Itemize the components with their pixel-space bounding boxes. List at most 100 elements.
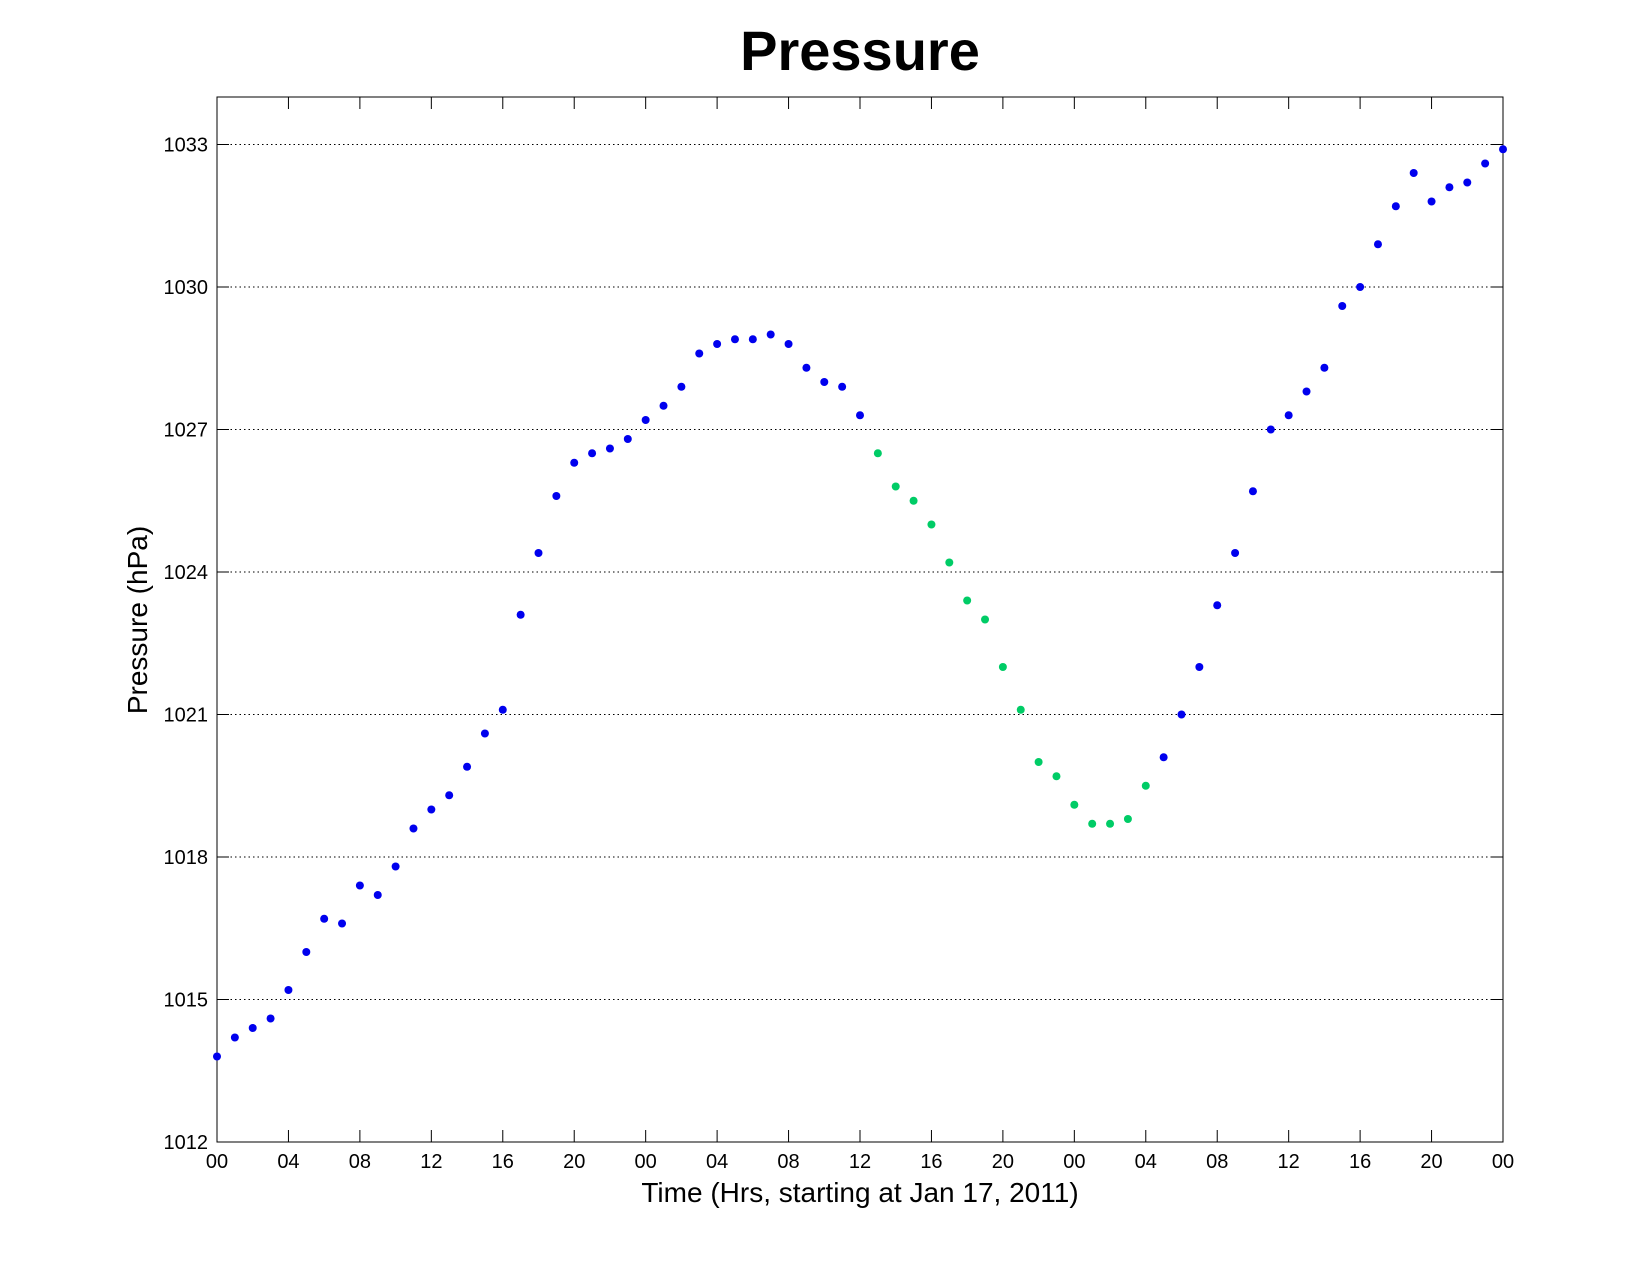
x-tick-label: 00	[206, 1151, 228, 1173]
y-tick-label: 1015	[164, 990, 209, 1012]
data-point	[1123, 815, 1132, 823]
x-tick-label: 08	[349, 1151, 371, 1173]
data-point	[552, 492, 561, 500]
data-point	[338, 919, 347, 928]
data-point	[302, 948, 311, 956]
data-point	[588, 449, 597, 458]
data-point	[1016, 705, 1025, 714]
data-point	[695, 349, 704, 358]
data-point	[1213, 601, 1222, 610]
data-point	[873, 449, 882, 458]
y-tick-label: 1030	[164, 277, 209, 299]
chart-title: Pressure	[740, 19, 980, 82]
data-point	[1302, 387, 1311, 396]
x-tick-label: 04	[1135, 1151, 1157, 1173]
data-point	[320, 914, 329, 923]
data-point	[1338, 302, 1347, 310]
y-tick-label: 1027	[164, 420, 209, 442]
data-point	[355, 881, 364, 890]
data-point	[1052, 772, 1061, 781]
data-point	[213, 1052, 221, 1061]
data-point	[230, 1033, 239, 1042]
x-tick-label: 00	[1063, 1151, 1085, 1173]
data-point	[802, 363, 811, 372]
data-point	[605, 444, 614, 453]
x-tick-labels: 00 04 08 12 16 20 00 04 08 12 16 20 00 04 08 12 16 20 00	[206, 1151, 1514, 1173]
x-axis-label: Time (Hrs, starting at Jan 17, 2011)	[641, 1177, 1078, 1208]
y-tick-label: 1012	[164, 1132, 209, 1154]
y-tick-label: 1033	[164, 135, 209, 157]
data-point	[909, 496, 918, 505]
data-points	[213, 145, 1507, 1061]
data-point	[284, 986, 293, 994]
data-point	[641, 416, 650, 424]
data-point	[891, 482, 900, 491]
data-point	[981, 615, 990, 624]
x-tick-label: 16	[920, 1151, 942, 1173]
data-point	[1463, 178, 1472, 187]
data-point	[998, 663, 1007, 671]
x-tick-label: 16	[492, 1151, 514, 1173]
data-point	[498, 705, 507, 714]
data-point	[856, 411, 864, 420]
x-tick-label: 00	[1492, 1151, 1514, 1173]
data-point	[1266, 425, 1275, 434]
data-point	[1320, 363, 1329, 372]
data-point	[1070, 800, 1079, 809]
data-point	[1231, 549, 1240, 557]
data-point	[1499, 145, 1507, 154]
data-point	[1409, 169, 1418, 177]
x-tick-label: 00	[635, 1151, 657, 1173]
data-point	[445, 791, 454, 800]
x-tick-label: 12	[420, 1151, 442, 1173]
x-tick-label: 12	[849, 1151, 871, 1173]
data-point	[748, 335, 757, 344]
data-point	[480, 729, 489, 738]
x-tick-label: 20	[1420, 1151, 1442, 1173]
data-point	[1373, 240, 1382, 249]
data-point	[1159, 753, 1168, 762]
data-point	[713, 340, 722, 348]
data-point	[730, 335, 739, 344]
x-tick-label: 04	[277, 1151, 299, 1173]
data-point	[1391, 202, 1400, 211]
data-point	[766, 330, 775, 339]
data-point	[1481, 159, 1490, 168]
data-point	[1356, 283, 1365, 291]
data-point	[1195, 663, 1204, 671]
data-point	[463, 762, 472, 771]
grid-lines	[217, 144, 1503, 1000]
x-tick-label: 16	[1349, 1151, 1371, 1173]
data-point	[1034, 758, 1043, 766]
data-point	[1427, 197, 1436, 206]
data-point	[570, 458, 579, 467]
data-point	[1106, 819, 1115, 828]
data-point	[1088, 819, 1097, 828]
data-point	[659, 401, 668, 410]
data-point	[784, 340, 793, 348]
x-tick-label: 04	[706, 1151, 728, 1173]
data-point	[945, 558, 954, 567]
data-point	[391, 862, 400, 871]
y-tick-labels: 1012 1015 1018 1021 1024 1027 1030 1033	[164, 135, 209, 1155]
x-tick-label: 20	[992, 1151, 1014, 1173]
data-point	[963, 596, 972, 605]
data-point	[820, 378, 829, 386]
y-tick-label: 1018	[164, 847, 209, 869]
y-axis-label: Pressure (hPa)	[122, 526, 153, 714]
x-tick-label: 08	[1206, 1151, 1228, 1173]
data-point	[373, 891, 382, 899]
data-point	[427, 805, 436, 814]
data-point	[1177, 710, 1186, 719]
x-tick-label: 20	[563, 1151, 585, 1173]
data-point	[266, 1014, 275, 1023]
data-point	[838, 382, 847, 391]
data-point	[409, 824, 418, 833]
data-point	[1284, 411, 1293, 420]
data-point	[516, 610, 525, 619]
data-point	[248, 1024, 257, 1032]
data-point	[1141, 781, 1150, 790]
data-point	[677, 382, 686, 391]
